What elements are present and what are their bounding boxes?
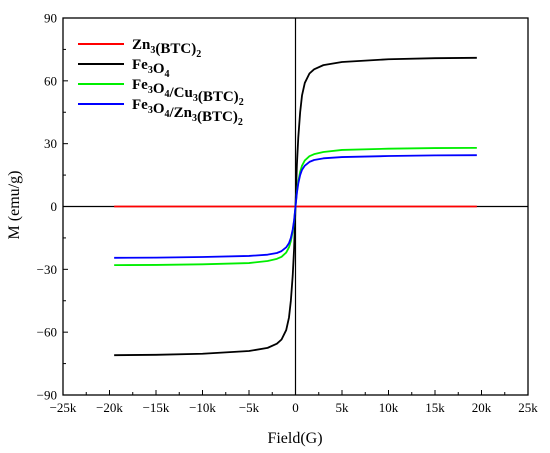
x-tick-label: 5k (336, 400, 350, 415)
y-axis-title: M (emu/g) (6, 171, 23, 240)
y-tick-label: 60 (44, 73, 57, 88)
legend: Zn3(BTC)2Fe3O4Fe3O4/Cu3(BTC)2Fe3O4/Zn3(B… (78, 37, 244, 128)
y-tick-label: 0 (51, 199, 58, 214)
legend-entry-1: Fe3O4 (132, 57, 170, 80)
y-tick-label: −60 (37, 325, 57, 340)
y-tick-label: 90 (44, 11, 57, 26)
x-tick-label: −15k (143, 400, 170, 415)
legend-entry-2: Fe3O4/Cu3(BTC)2 (132, 77, 244, 108)
x-tick-label: −25k (50, 400, 77, 415)
legend-entry-0: Zn3(BTC)2 (132, 37, 201, 60)
legend-entry-3: Fe3O4/Zn3(BTC)2 (132, 97, 243, 128)
x-tick-label: 10k (379, 400, 399, 415)
x-tick-label: −20k (96, 400, 123, 415)
y-tick-label: −30 (37, 262, 57, 277)
series-line-3 (114, 154, 477, 259)
x-tick-label: 15k (425, 400, 445, 415)
x-tick-label: −5k (239, 400, 260, 415)
x-tick-label: 25k (518, 400, 538, 415)
x-tick-label: 0 (292, 400, 299, 415)
y-tick-label: −90 (37, 388, 57, 403)
ticks: −25k −20k −15k −10k −5k 0 5k 10k 15k 20k 25k −90 −60… (37, 11, 539, 416)
y-tick-label: 30 (44, 136, 57, 151)
series-lines (114, 56, 477, 357)
x-tick-label: 20k (472, 400, 492, 415)
x-axis-title: Field(G) (267, 430, 322, 447)
x-tick-label: −10k (189, 400, 216, 415)
